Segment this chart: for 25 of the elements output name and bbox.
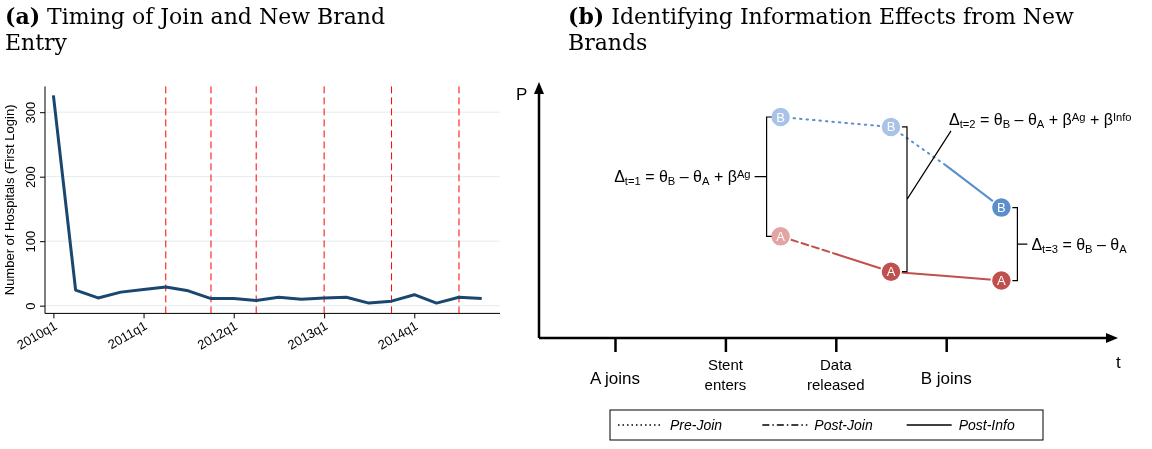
- x-tick-label: A joins: [589, 369, 641, 388]
- x-tick-label: B joins: [920, 369, 972, 388]
- text: Post-Join: [814, 417, 873, 433]
- annotation: Δ$_{t=3}$ = θ$_{B}$ – θ$_{A}$: [1031, 235, 1128, 255]
- text: B: [886, 119, 896, 135]
- series-label: B: [997, 200, 1006, 216]
- text: Post-Info: [958, 417, 1015, 433]
- y-axis-title: Number of Hospitals (First Login): [2, 104, 17, 296]
- chart-title: (b) Identifying Information Effects from New Brands: [568, 3, 1075, 55]
- series-label: A: [776, 228, 786, 244]
- y-axis-title: P: [516, 85, 528, 104]
- x-tick-label: Stent enters: [704, 356, 747, 393]
- text: A: [886, 264, 896, 280]
- text: Δ$_{t=2}$ = θ$_{B}$ – θ$_{A}$ + β$^{Ag}$ + β$^{Info}$: [949, 110, 1132, 130]
- y-tick-label: 200: [23, 166, 38, 189]
- text: Pre-Join: [670, 417, 723, 433]
- annotation: Δ$_{t=1}$ = θ$_{B}$ – θ$_{A}$ + β$^{Ag}$: [614, 167, 751, 188]
- x-axis-title: t: [1116, 353, 1121, 372]
- chart-title: (a) Timing of Join and New Brand Entry: [5, 3, 386, 55]
- y-tick-label: 0: [23, 302, 38, 310]
- y-tick-label: 100: [23, 230, 38, 253]
- y-tick-label: 300: [23, 101, 38, 124]
- text: A: [997, 273, 1006, 289]
- x-tick-label: Data released: [807, 356, 865, 393]
- text: B: [776, 109, 785, 125]
